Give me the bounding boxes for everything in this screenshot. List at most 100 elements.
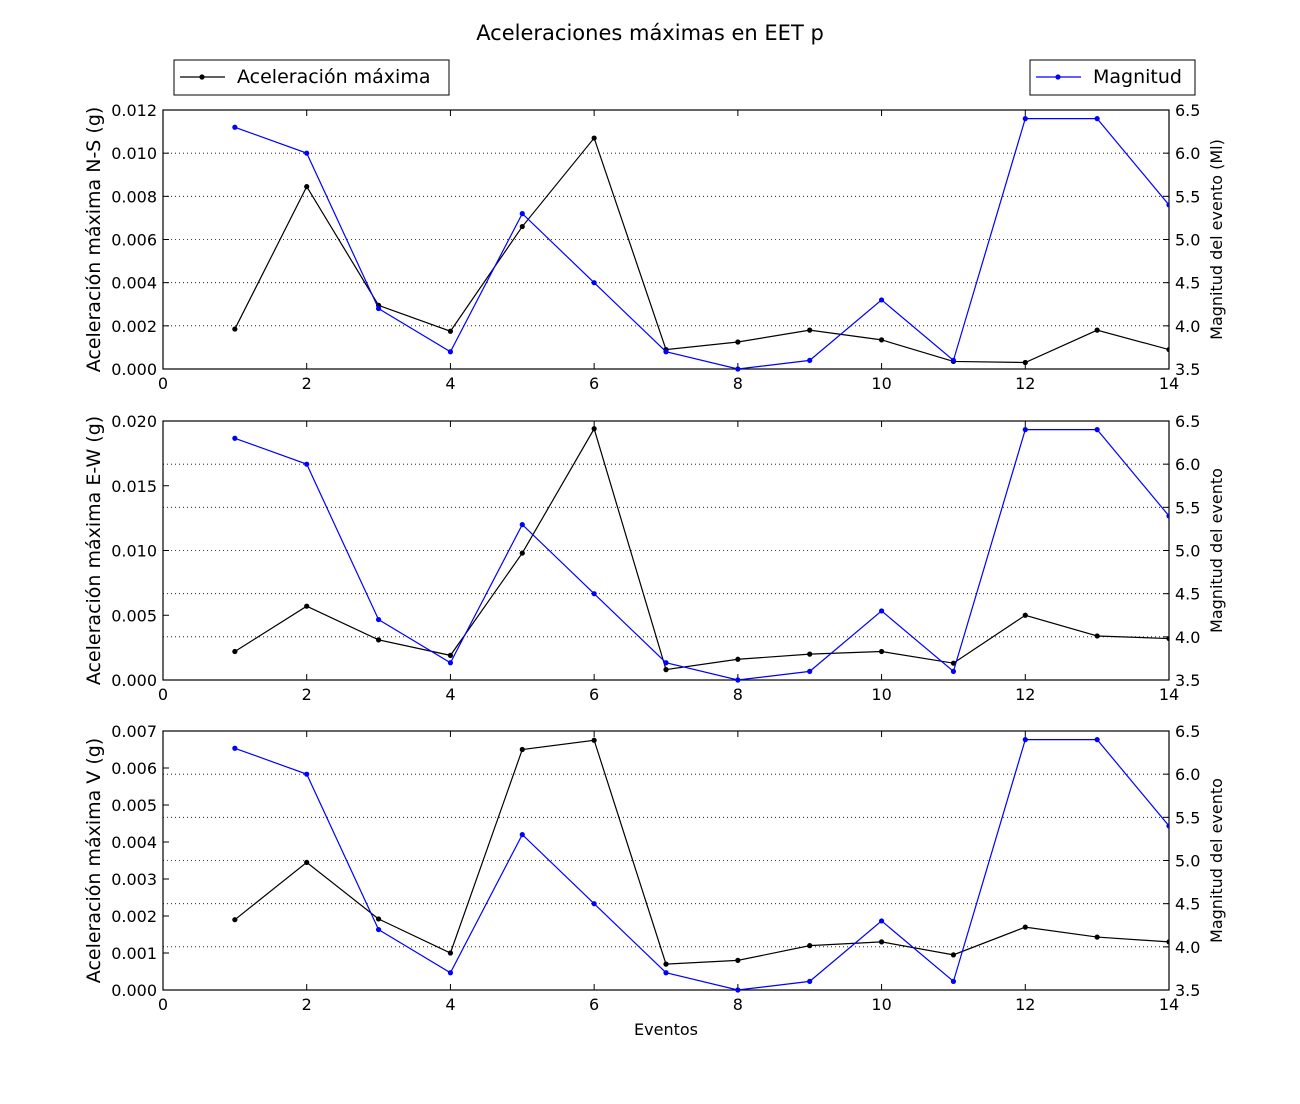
data-point-magnitude	[447, 970, 454, 976]
data-point-acceleration	[519, 550, 525, 556]
x-tick-label: 6	[589, 995, 599, 1014]
y-tick-label: 0.000	[111, 671, 157, 690]
legend-acceleration: Aceleración máxima	[173, 59, 450, 96]
x-tick-label: 12	[1015, 995, 1035, 1014]
x-tick-label: 14	[1159, 685, 1179, 704]
data-point-magnitude	[519, 832, 525, 838]
legend-magnitude-label: Magnitud	[1093, 66, 1182, 88]
data-point-acceleration	[1022, 612, 1028, 618]
data-point-acceleration	[591, 426, 597, 432]
series-line-magnitude	[234, 739, 1169, 991]
data-point-acceleration	[1094, 633, 1100, 639]
y2-tick-label: 3.5	[1175, 981, 1200, 1000]
y2-tick-label: 6.0	[1175, 455, 1200, 474]
y-tick-label: 0.006	[111, 759, 157, 778]
panel-v: 0 2 4 6 8 10 12 14 0.000 0.001 0.002 0.003 0.004 0.00…	[83, 722, 1226, 1014]
data-point-acceleration	[519, 223, 525, 230]
data-point-magnitude	[1022, 737, 1028, 743]
x-tick-label: 2	[302, 995, 312, 1014]
y-tick-label: 0.000	[111, 981, 157, 1000]
data-point-magnitude	[1094, 427, 1100, 433]
y2-axis-label: Magnitud del evento	[1207, 778, 1226, 943]
series-magnitude	[232, 116, 1169, 372]
x-tick-label: 8	[733, 995, 743, 1014]
data-point-magnitude	[1094, 737, 1100, 743]
data-point-magnitude	[1166, 202, 1169, 208]
y-tick-label: 0.000	[111, 360, 157, 379]
data-point-magnitude	[1166, 823, 1169, 829]
plot-frame	[162, 109, 1170, 370]
x-tick-label: 10	[871, 374, 891, 393]
y2-tick-label: 4.0	[1175, 317, 1200, 336]
y2-tick-label: 5.0	[1175, 852, 1200, 871]
y-tick-label: 0.002	[111, 317, 157, 336]
y2-tick-label: 6.5	[1175, 412, 1200, 431]
x-axis-label: Eventos	[634, 1020, 698, 1039]
data-point-acceleration	[735, 656, 741, 662]
data-point-acceleration	[1166, 346, 1169, 353]
data-point-magnitude	[519, 211, 525, 217]
data-point-magnitude	[304, 150, 310, 156]
data-point-acceleration	[447, 328, 454, 334]
x-tick-label: 0	[158, 995, 168, 1014]
data-point-acceleration	[304, 184, 310, 190]
data-point-magnitude	[950, 978, 957, 984]
y-tick-label: 0.002	[111, 907, 157, 926]
data-point-acceleration	[950, 660, 957, 666]
legend-magnitude: Magnitud	[1029, 59, 1196, 96]
data-point-acceleration	[304, 603, 310, 609]
plot-frame	[162, 730, 1170, 991]
panel-ew: 0 2 4 6 8 10 12 14 0.000 0.005 0.010 0.015 0.020 3.5 4…	[83, 412, 1226, 704]
y-axis-label: Aceleración máxima V (g)	[83, 738, 105, 983]
series-magnitude	[232, 737, 1169, 993]
plot-frame	[162, 420, 1170, 681]
legend-acceleration-label: Aceleración máxima	[237, 66, 430, 88]
data-point-acceleration	[519, 746, 525, 753]
series-line-magnitude	[234, 118, 1169, 370]
data-point-magnitude	[1022, 427, 1028, 433]
data-point-acceleration	[1022, 924, 1028, 930]
data-point-magnitude	[519, 522, 525, 528]
data-point-magnitude	[1166, 513, 1169, 519]
series-line-acceleration	[234, 739, 1169, 965]
data-point-acceleration	[663, 961, 669, 967]
series-acceleration	[232, 135, 1169, 366]
data-point-acceleration	[447, 652, 454, 658]
panel-ns: 0 2 4 6 8 10 12 14 0.000 0.002 0.004 0.006 0.008 0.01…	[83, 101, 1226, 393]
y2-tick-label: 6.0	[1175, 144, 1200, 163]
y-tick-label: 0.004	[111, 833, 157, 852]
x-tick-label: 4	[445, 995, 455, 1014]
data-point-magnitude	[232, 435, 238, 441]
series-acceleration	[232, 426, 1169, 673]
series-acceleration	[232, 737, 1169, 967]
y2-tick-label: 4.5	[1175, 895, 1200, 914]
data-point-magnitude	[807, 357, 813, 363]
data-point-magnitude	[591, 280, 597, 286]
y2-tick-label: 5.5	[1175, 187, 1200, 206]
data-point-magnitude	[232, 745, 238, 751]
data-point-magnitude	[447, 660, 454, 666]
data-point-acceleration	[232, 648, 238, 655]
x-tick-label: 8	[733, 685, 743, 704]
data-point-magnitude	[663, 970, 669, 976]
y2-tick-label: 4.5	[1175, 585, 1200, 604]
data-point-magnitude	[807, 668, 813, 674]
data-point-acceleration	[1166, 635, 1169, 642]
series-line-acceleration	[234, 427, 1169, 671]
data-point-acceleration	[878, 939, 885, 945]
y2-tick-label: 6.5	[1175, 101, 1200, 120]
data-point-acceleration	[878, 337, 885, 343]
x-tick-label: 8	[733, 374, 743, 393]
y-tick-label: 0.015	[111, 477, 157, 496]
x-tick-label: 14	[1159, 995, 1179, 1014]
y-axis-label: Aceleración máxima N-S (g)	[83, 107, 105, 373]
data-point-magnitude	[591, 591, 597, 597]
y2-tick-label: 5.0	[1175, 231, 1200, 250]
y2-tick-label: 6.0	[1175, 765, 1200, 784]
y-tick-label: 0.012	[111, 101, 157, 120]
series-line-magnitude	[234, 429, 1169, 681]
x-tick-label: 12	[1015, 374, 1035, 393]
y-tick-label: 0.003	[111, 870, 157, 889]
